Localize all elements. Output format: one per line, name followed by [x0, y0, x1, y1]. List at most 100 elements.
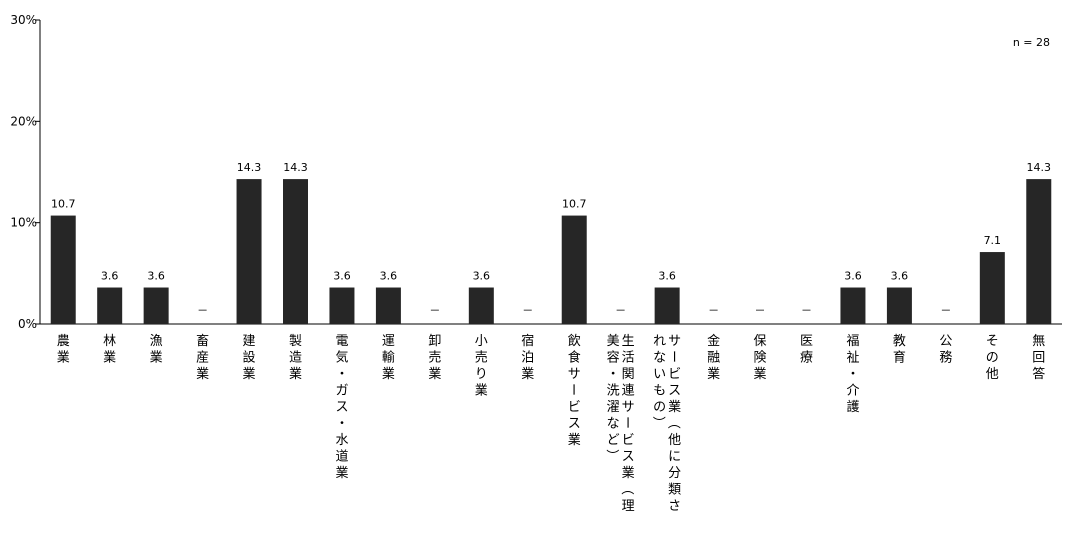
x-tick-label-char: 容 — [607, 350, 620, 366]
data-labels-group: 10.7 3.6 3.6 － 14.3 14.3 3.6 3.6 － 3.6 － 10.7 － 3.6 － －… — [51, 161, 1051, 317]
x-tick-label-char: な — [607, 417, 620, 432]
x-tick-label: 運輸業 — [382, 334, 395, 382]
x-tick-label-char: 答 — [1032, 366, 1045, 382]
x-tick-label-char: ー — [666, 350, 681, 363]
x-tick-label-char: も — [653, 384, 666, 399]
x-tick-label-char: ビ — [668, 367, 681, 382]
x-tick-label: 宿泊業 — [521, 333, 534, 382]
x-tick-label-char: 売 — [475, 350, 488, 366]
x-tick-label-char: 気 — [335, 350, 348, 366]
x-tick-label: 金融業 — [707, 333, 720, 382]
bar — [654, 287, 680, 324]
x-tick-label-char: 介 — [846, 384, 859, 399]
data-label-none: － — [755, 304, 766, 317]
x-tick-label-char: 業 — [754, 366, 767, 382]
x-tick-label-char: 造 — [289, 351, 302, 366]
x-tick-label-char: 設 — [243, 350, 256, 366]
data-label-none: － — [197, 304, 208, 317]
x-tick-label-char: 業 — [475, 383, 488, 399]
y-axis: 0% 10% 20% 30% — [10, 13, 1062, 331]
x-tick-label-char: 他 — [668, 433, 681, 448]
x-tick-label-char: 医 — [800, 334, 813, 349]
x-tick-label-char: 回 — [1032, 351, 1045, 366]
bar — [236, 179, 262, 324]
x-tick-label-char: 業 — [568, 432, 581, 448]
x-tick-label-char: ガ — [335, 384, 348, 399]
x-tick-label-char: サ — [568, 367, 581, 382]
x-tick-label-char: 畜 — [196, 333, 209, 349]
bar — [468, 287, 494, 324]
x-tick-label-char: 業 — [428, 366, 441, 382]
x-tick-label-char: 売 — [428, 350, 441, 366]
data-label: 3.6 — [891, 270, 909, 283]
data-label: 7.1 — [984, 234, 1002, 247]
x-tick-label-char: サ — [622, 400, 635, 415]
data-label: 3.6 — [473, 270, 491, 283]
x-tick-label-char: 水 — [335, 433, 348, 448]
x-tick-label-char: 道 — [335, 450, 348, 465]
x-tick-label: 保険業 — [754, 334, 767, 382]
bar — [1026, 179, 1052, 324]
x-tick-label-char: 理 — [622, 499, 635, 514]
data-label-none: － — [615, 304, 626, 317]
x-tick-label-char: ） — [651, 416, 666, 429]
x-tick-label-char: 食 — [568, 350, 581, 366]
x-tick-label-char: 金 — [707, 333, 720, 349]
x-tick-label: その他 — [986, 334, 999, 382]
x-tick-label-char: 林 — [103, 334, 116, 349]
x-tick-label-char: 療 — [800, 351, 813, 366]
x-tick-label-char: 祉 — [846, 351, 859, 366]
x-tick-label-char: ビ — [622, 433, 635, 448]
data-label: 3.6 — [658, 270, 676, 283]
x-tick-label: 無回答 — [1032, 334, 1045, 382]
x-tick-label: 公務 — [939, 334, 952, 366]
x-tick-label-char: 連 — [622, 384, 635, 399]
x-tick-label: 畜産業 — [196, 333, 209, 382]
x-tick-label-char: ） — [604, 449, 619, 462]
bar — [97, 287, 123, 324]
y-tick-label: 10% — [10, 216, 37, 230]
bar — [840, 287, 866, 324]
x-tick-label-char: り — [475, 367, 488, 382]
x-tick-label-char: 電 — [335, 334, 348, 349]
x-tick-label-char: な — [653, 351, 666, 366]
x-tick-label: 建設業 — [243, 334, 256, 382]
x-tick-label-char: （ — [666, 416, 681, 429]
x-tick-label: 卸売業 — [428, 333, 441, 382]
x-tick-label-char: 業 — [103, 350, 116, 366]
data-label: 14.3 — [237, 161, 262, 174]
x-tick-label-char: の — [653, 400, 666, 415]
data-label: 3.6 — [333, 270, 351, 283]
data-label: 3.6 — [101, 270, 119, 283]
bar — [375, 287, 401, 324]
x-tick-label-char: ー — [619, 416, 634, 429]
x-tick-label-char: ス — [622, 450, 635, 465]
x-tick-label-char: 険 — [754, 351, 767, 366]
bar — [329, 287, 355, 324]
x-tick-label-char: 類 — [668, 483, 681, 498]
x-tick-label-char: に — [668, 450, 681, 465]
x-tick-label-char: ス — [335, 400, 348, 415]
x-tick-label-char: 活 — [622, 351, 635, 366]
x-tick-label-char: 福 — [846, 334, 859, 349]
x-tick-label-char: 融 — [707, 351, 720, 366]
x-tick-label: 教育 — [893, 333, 906, 366]
x-tick-label-char: ・ — [335, 417, 348, 432]
x-tick-label-char: ・ — [335, 367, 348, 382]
x-tick-label-char: 業 — [196, 366, 209, 382]
x-tick-label-char: 分 — [668, 466, 681, 481]
x-tick-label: 福祉・介護 — [846, 334, 859, 415]
x-tick-label-char: 業 — [521, 366, 534, 382]
x-tick-label-char: 業 — [335, 465, 348, 481]
data-label: 14.3 — [283, 161, 308, 174]
x-tick-label-char: 無 — [1032, 334, 1045, 349]
x-tick-label-char: 業 — [289, 366, 302, 382]
x-tick-label-char: 濯 — [607, 400, 620, 415]
x-tick-label-char: の — [986, 351, 999, 366]
x-tick-label-char: 業 — [622, 465, 635, 481]
bar — [979, 252, 1005, 324]
data-label: 3.6 — [380, 270, 398, 283]
x-tick-label-char: 業 — [150, 350, 163, 366]
